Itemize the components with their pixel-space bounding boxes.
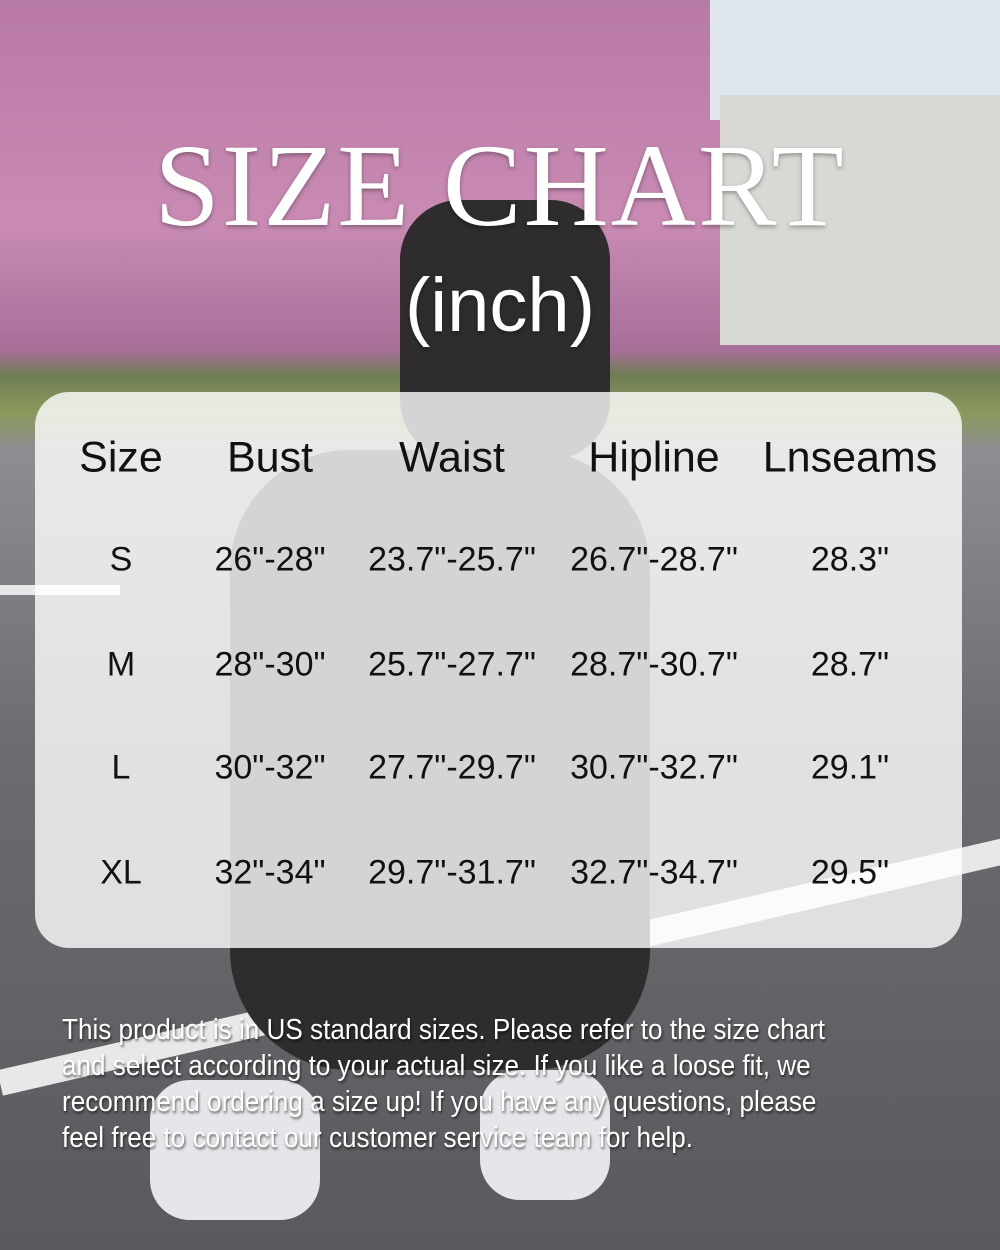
- note-line: and select according to your actual size…: [62, 1050, 811, 1082]
- cell-size: XL: [100, 853, 142, 892]
- cell-waist: 23.7"-25.7": [368, 540, 536, 579]
- column-header-hipline: Hipline: [588, 433, 720, 482]
- note-line: recommend ordering a size up! If you hav…: [62, 1086, 817, 1118]
- cell-hipline: 26.7"-28.7": [570, 540, 738, 579]
- cell-bust: 30"-32": [214, 748, 326, 787]
- model-shoe: [150, 1080, 320, 1220]
- cell-inseam: 28.7": [810, 645, 890, 684]
- cell-waist: 25.7"-27.7": [368, 645, 536, 684]
- column-header-bust: Bust: [226, 433, 314, 482]
- cell-size: L: [111, 748, 131, 787]
- cell-inseam: 29.1": [810, 748, 890, 787]
- model-shoe: [480, 1070, 610, 1200]
- cell-waist: 29.7"-31.7": [368, 853, 536, 892]
- page-title: SIZE CHART: [154, 120, 846, 251]
- cell-bust: 32"-34": [214, 853, 326, 892]
- cell-hipline: 28.7"-30.7": [570, 645, 738, 684]
- cell-hipline: 30.7"-32.7": [570, 748, 738, 787]
- cell-hipline: 32.7"-34.7": [570, 853, 738, 892]
- cell-inseam: 28.3": [810, 540, 890, 579]
- cell-size: S: [109, 540, 133, 579]
- cell-bust: 26"-28": [214, 540, 326, 579]
- cell-bust: 28"-30": [214, 645, 326, 684]
- background-building: [720, 95, 1000, 345]
- cell-waist: 27.7"-29.7": [368, 748, 536, 787]
- cell-size: M: [106, 645, 136, 684]
- note-line: This product is in US standard sizes. Pl…: [62, 1014, 826, 1046]
- cell-inseam: 29.5": [810, 853, 890, 892]
- unit-subtitle: (inch): [404, 263, 596, 348]
- column-header-size: Size: [79, 433, 163, 482]
- note-line: feel free to contact our customer servic…: [62, 1122, 694, 1154]
- column-header-waist: Waist: [399, 433, 505, 482]
- column-header-inseam: Lnseams: [762, 433, 938, 482]
- size-table: Size Bust Waist Hipline Lnseams S 26"-28" 23.7"…: [35, 392, 962, 948]
